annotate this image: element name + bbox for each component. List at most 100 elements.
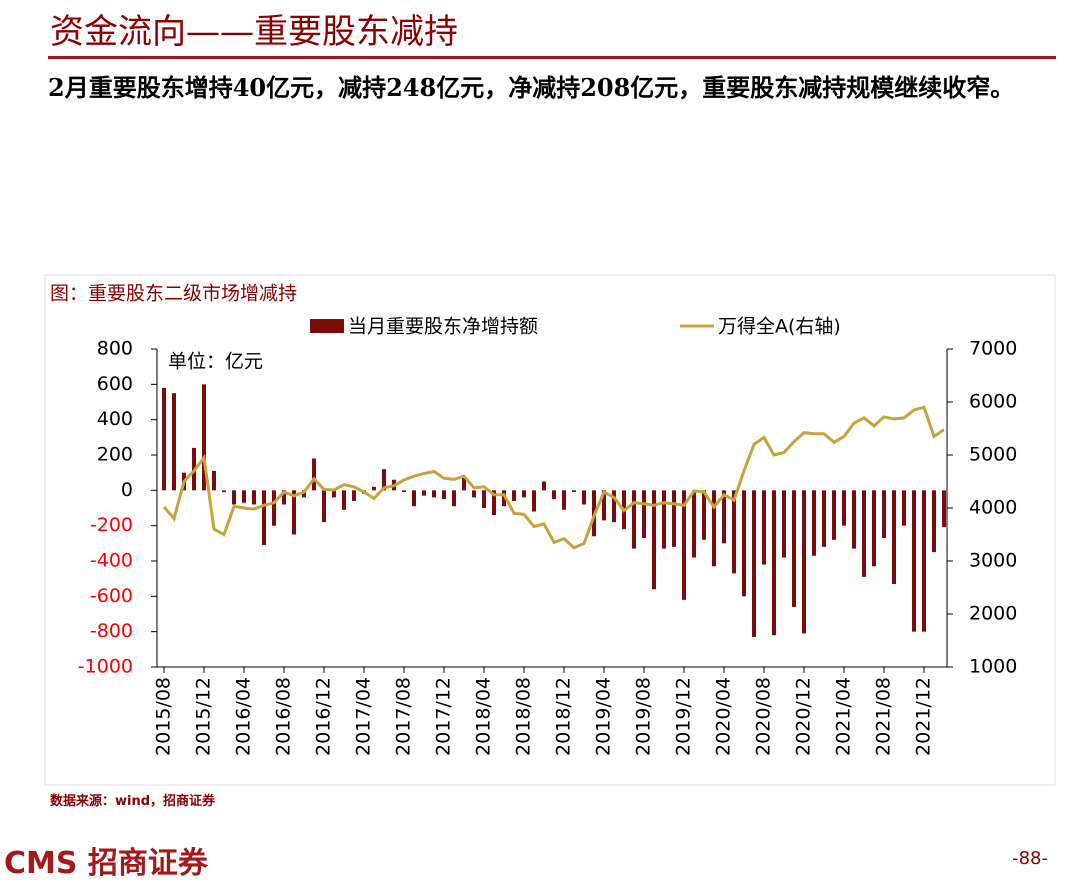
- y2-tick-label: 6000: [969, 391, 1017, 413]
- bar: [662, 490, 666, 549]
- bar: [502, 490, 506, 507]
- x-tick-label: 2019/08: [633, 677, 655, 756]
- bar: [822, 490, 826, 547]
- x-tick-label: 2015/12: [193, 677, 215, 756]
- x-tick-label: 2018/12: [553, 677, 575, 756]
- x-tick-label: 2019/12: [673, 677, 695, 756]
- bar: [252, 490, 256, 505]
- chart-title: 图：重要股东二级市场增减持: [50, 283, 297, 305]
- logo: CMS 招商证券: [4, 846, 208, 881]
- slide-title: 资金流向——重要股东减持: [50, 12, 458, 52]
- bar: [562, 490, 566, 510]
- bar: [572, 490, 576, 493]
- bar: [632, 490, 636, 549]
- y-tick-label: -800: [90, 620, 133, 642]
- bar: [262, 490, 266, 546]
- bar: [322, 490, 326, 523]
- source: 数据来源：wind，招商证券: [50, 794, 216, 809]
- unit-note: 单位：亿元: [168, 351, 263, 373]
- bar: [522, 490, 526, 498]
- bar: [692, 490, 696, 558]
- y2-tick-label: 5000: [969, 444, 1017, 466]
- bar: [582, 490, 586, 505]
- bar: [172, 393, 176, 491]
- y2-tick-label: 7000: [969, 338, 1017, 360]
- bar: [482, 490, 486, 508]
- bar: [432, 490, 436, 498]
- bar: [492, 490, 496, 516]
- bar: [832, 490, 836, 540]
- x-tick-label: 2016/04: [233, 677, 255, 756]
- bar: [402, 490, 406, 493]
- bar: [912, 490, 916, 632]
- x-tick-label: 2017/08: [393, 677, 415, 756]
- bar: [412, 490, 416, 507]
- bar: [772, 490, 776, 636]
- bar: [442, 490, 446, 500]
- bar: [922, 490, 926, 632]
- bar: [332, 490, 336, 498]
- bar: [452, 490, 456, 507]
- bar: [542, 481, 546, 491]
- bar: [792, 490, 796, 607]
- bar: [222, 490, 226, 493]
- bar: [732, 490, 736, 574]
- legend-label: 万得全A(右轴): [718, 316, 841, 338]
- x-tick-label: 2018/08: [513, 677, 535, 756]
- legend-swatch: [310, 319, 344, 333]
- bar: [942, 490, 946, 528]
- y-tick-label: 0: [121, 479, 133, 501]
- bar: [282, 490, 286, 505]
- y2-tick-label: 2000: [969, 603, 1017, 625]
- bar: [882, 490, 886, 539]
- bar: [212, 470, 216, 491]
- chart-frame: [44, 274, 1056, 786]
- x-tick-label: 2021/12: [913, 677, 935, 756]
- bar: [702, 490, 706, 540]
- y-tick-label: -1000: [78, 656, 133, 678]
- x-tick-label: 2019/04: [593, 677, 615, 756]
- y2-tick-label: 4000: [969, 497, 1017, 519]
- bar: [862, 490, 866, 577]
- y-tick-label: 400: [97, 408, 133, 430]
- bar: [512, 490, 516, 501]
- y2-tick-label: 1000: [969, 656, 1017, 678]
- bar: [812, 490, 816, 556]
- page-number: -88-: [1012, 848, 1048, 869]
- y-tick-label: -200: [90, 514, 133, 536]
- x-tick-label: 2020/08: [753, 677, 775, 756]
- x-tick-label: 2018/04: [473, 677, 495, 756]
- bar: [552, 490, 556, 500]
- bar: [342, 490, 346, 510]
- legend-label: 当月重要股东净增持额: [348, 316, 538, 338]
- bar: [762, 490, 766, 565]
- line: [162, 405, 945, 550]
- bar: [642, 490, 646, 539]
- bar: [902, 490, 906, 526]
- x-tick-label: 2016/12: [313, 677, 335, 756]
- bar: [652, 490, 656, 590]
- bar: [532, 490, 536, 512]
- y2-tick-label: 3000: [969, 550, 1017, 572]
- bar: [932, 490, 936, 553]
- bar: [302, 490, 306, 498]
- bar: [802, 490, 806, 634]
- bar: [242, 490, 246, 503]
- bar: [292, 490, 296, 535]
- bar: [612, 490, 616, 523]
- bar: [272, 490, 276, 526]
- title-rule: [48, 56, 1056, 59]
- bar: [462, 477, 466, 491]
- y-tick-label: -400: [90, 550, 133, 572]
- bar: [162, 387, 166, 491]
- bar: [782, 490, 786, 558]
- bar: [232, 490, 236, 505]
- bar: [202, 384, 206, 491]
- bar: [742, 490, 746, 597]
- summary: 2月重要股东增持40亿元，减持248亿元，净减持208亿元，重要股东减持规模继续…: [48, 73, 1015, 102]
- x-tick-label: 2017/12: [433, 677, 455, 756]
- bar: [872, 490, 876, 567]
- y-tick-label: -600: [90, 585, 133, 607]
- bar: [602, 490, 606, 521]
